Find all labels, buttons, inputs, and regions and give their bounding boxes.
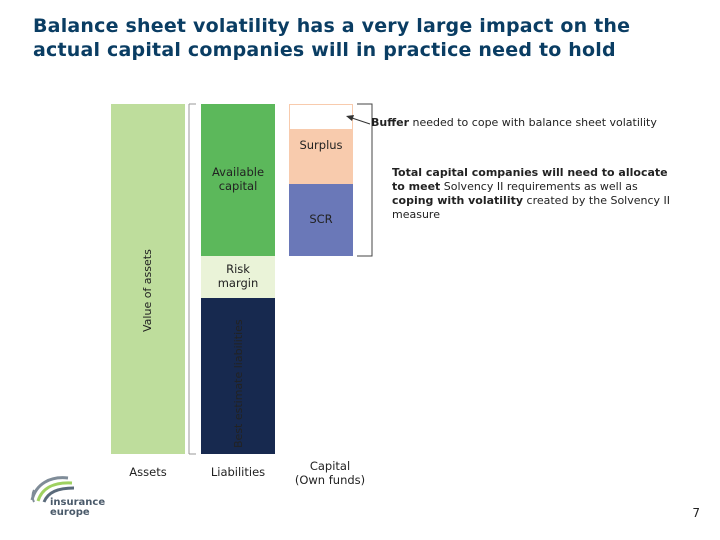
risk-margin-label: Risk margin bbox=[217, 262, 259, 290]
surplus-block bbox=[289, 130, 353, 184]
liabilities-caption: Liabilities bbox=[210, 465, 266, 479]
assets-bar bbox=[111, 104, 185, 454]
buffer-annotation: Buffer needed to cope with balance sheet… bbox=[371, 116, 711, 130]
page-number: 7 bbox=[692, 506, 700, 520]
insurance-europe-logo: insurance europe bbox=[28, 474, 128, 520]
logo-mark-icon bbox=[30, 476, 75, 503]
title-line-1: Balance sheet volatility has a very larg… bbox=[33, 15, 631, 37]
capital-caption-line-2: (Own funds) bbox=[294, 473, 366, 487]
best-estimate-liabilities-block bbox=[201, 298, 275, 454]
buffer-rest: needed to cope with balance sheet volati… bbox=[409, 116, 657, 129]
total-capital-bracket bbox=[357, 103, 373, 257]
logo-text-line-2: europe bbox=[50, 507, 90, 518]
available-capital-label: Available capital bbox=[211, 165, 265, 193]
total-part-4: created by the Solvency II measure bbox=[392, 194, 671, 221]
scr-block bbox=[289, 184, 353, 256]
buffer-bold: Buffer bbox=[371, 116, 410, 129]
page-title: Balance sheet volatility has a very larg… bbox=[33, 14, 693, 62]
available-capital-block bbox=[201, 104, 275, 256]
capital-caption: Capital (Own funds) bbox=[280, 459, 380, 487]
title-line-2: actual capital companies will in practic… bbox=[33, 39, 616, 61]
risk-margin-block bbox=[201, 256, 275, 298]
total-part-2: Solvency II requirements as well as bbox=[440, 180, 638, 193]
capital-caption-line-1: Capital bbox=[309, 459, 351, 473]
surplus-label: Surplus bbox=[299, 138, 343, 152]
buffer-arrow bbox=[351, 117, 371, 125]
total-part-3: coping with volatility bbox=[392, 194, 524, 207]
logo-text-line-1: insurance bbox=[50, 497, 106, 508]
total-part-1: Total capital companies will need to all… bbox=[392, 166, 668, 193]
assets-caption: Assets bbox=[129, 465, 167, 479]
total-capital-annotation: Total capital companies will need to all… bbox=[392, 166, 674, 222]
scr-label: SCR bbox=[309, 212, 333, 226]
